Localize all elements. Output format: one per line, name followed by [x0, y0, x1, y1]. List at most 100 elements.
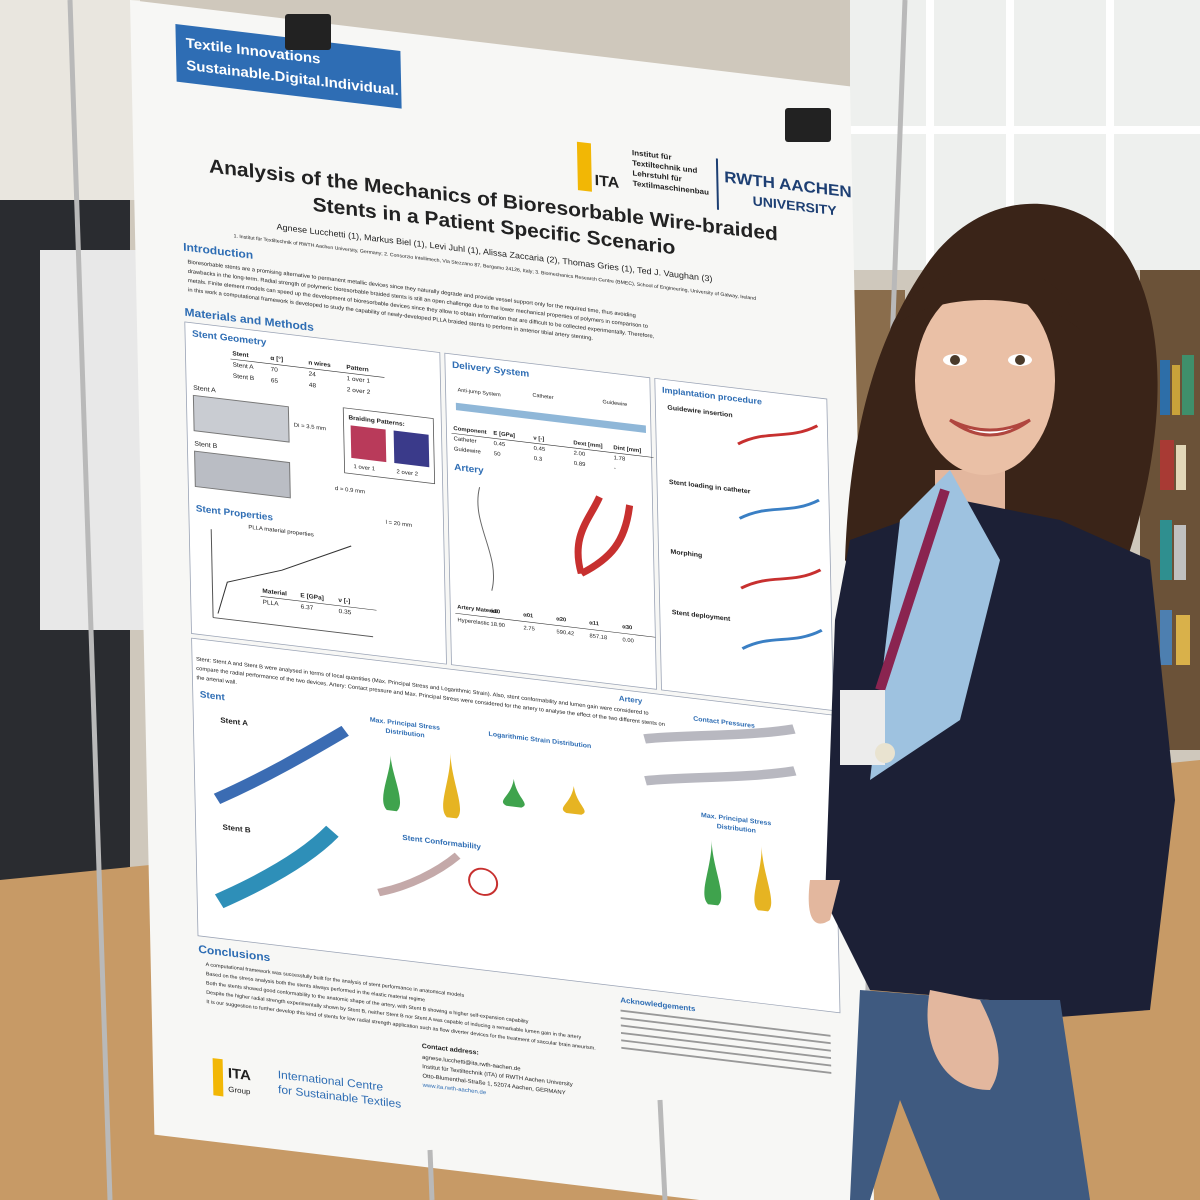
table-header: ν [-]: [338, 597, 350, 605]
ita-logo: ITA: [595, 172, 620, 191]
table-cell: Stent B: [233, 373, 254, 382]
table-header: E [GPa]: [300, 592, 324, 602]
table-cell: 70: [271, 366, 279, 374]
button: [875, 743, 895, 763]
books: [1160, 355, 1194, 665]
pattern-2: [393, 430, 430, 468]
pattern-1: [350, 425, 387, 463]
plot-axis: [210, 529, 214, 618]
table-header: Stent: [232, 350, 249, 359]
pattern-label: 2 over 2: [396, 469, 418, 477]
artery-wire: [477, 487, 494, 591]
table-header: α [°]: [270, 354, 283, 363]
ack-text-line: [620, 1009, 831, 1037]
step-image: [737, 424, 819, 446]
table-cell: 857.18: [589, 633, 607, 641]
table-cell: 1.78: [614, 455, 626, 462]
catheter-image: [455, 402, 647, 433]
box-heading: Artery: [454, 462, 484, 476]
table-cell: 0.89: [574, 461, 586, 468]
artery-contact-b: [644, 766, 797, 786]
shirt: [870, 470, 1000, 780]
artery-contact-a: [643, 724, 796, 744]
stent-label: Stent B: [194, 441, 218, 451]
table-header: E [GPa]: [493, 431, 515, 439]
jeans: [850, 990, 1090, 1200]
table-rule: [455, 612, 656, 638]
table-rule: [230, 358, 385, 378]
dimension: Di = 3.5 mm: [294, 423, 327, 433]
violin-e: [704, 839, 722, 906]
table-cell: 2.75: [523, 625, 534, 632]
delivery-box: [444, 352, 657, 690]
table-cell: 24: [309, 371, 317, 379]
table-header: Pattern: [346, 364, 369, 373]
table-cell: 590.42: [556, 629, 574, 637]
table-header: Dint [mm]: [613, 445, 641, 454]
stent-a-result: [213, 725, 349, 805]
artery-model: [574, 495, 634, 577]
table-cell: 1 over 1: [347, 375, 371, 385]
table-cell: 48: [309, 382, 317, 390]
plot-title: Distribution: [385, 728, 424, 739]
footer-logo-mark: [212, 1058, 224, 1097]
stent-label: Stent A: [220, 716, 248, 728]
table-cell: Hyperelastic: [457, 618, 489, 628]
stent-b-result: [214, 825, 339, 909]
table-header: α01: [523, 612, 533, 619]
logo-divider: [715, 158, 720, 210]
stent-a-image: [192, 394, 290, 443]
poster: Textile InnovationsSustainable.Digital.I…: [130, 0, 875, 1200]
table-header: Dext [mm]: [573, 440, 602, 449]
device-label: Guidewire: [602, 399, 627, 408]
plot-axis: [213, 617, 374, 638]
step-image: [738, 498, 820, 520]
table-header: Component: [453, 426, 486, 436]
table-cell: 18.90: [490, 622, 505, 629]
pattern-label: 1 over 1: [353, 464, 375, 472]
ack-text-line: [620, 1024, 831, 1052]
ack-text-line: [620, 1017, 831, 1045]
table-rule: [451, 432, 654, 458]
violin-d: [562, 786, 585, 815]
table-cell: 6.37: [301, 604, 314, 612]
ita-logo-mark: [576, 141, 592, 192]
table-rule: [260, 596, 377, 611]
table-cell: 2 over 2: [347, 386, 371, 396]
hand: [927, 990, 999, 1090]
table-header: α20: [556, 616, 566, 623]
plot-title: Distribution: [717, 823, 756, 834]
table-cell: Catheter: [454, 436, 477, 445]
table-cell: PLLA: [263, 599, 280, 608]
footer-logo-sub: Group: [228, 1085, 250, 1096]
table-cell: 65: [271, 377, 279, 385]
ack-text-line: [621, 1046, 832, 1074]
table-header: Artery Material: [457, 605, 498, 616]
banner: [175, 24, 402, 109]
dimension: l = 20 mm: [386, 520, 413, 529]
step-image: [741, 629, 823, 650]
hair-top: [890, 266, 1080, 330]
table-cell: 0.45: [494, 441, 506, 448]
device-label: Anti-jump System: [458, 387, 502, 398]
table-header: ν [-]: [533, 436, 544, 443]
ack-text-line: [621, 1039, 832, 1067]
stent-label: Stent A: [193, 385, 216, 394]
step-heading: Morphing: [670, 549, 702, 560]
lanyard: [875, 488, 950, 692]
violin-c: [502, 778, 525, 808]
smile: [949, 418, 1031, 437]
table-header: Material: [262, 588, 287, 598]
violin-a: [383, 754, 401, 812]
table-cell: 2.00: [574, 451, 586, 458]
hand-left: [808, 880, 840, 924]
violin-b: [443, 752, 461, 819]
step-image: [740, 568, 822, 590]
table-cell: 0.35: [339, 608, 352, 616]
person: [808, 203, 1175, 1200]
table-cell: 0.3: [534, 456, 542, 463]
box-heading: Artery: [619, 694, 643, 706]
table-cell: Stent A: [233, 362, 255, 371]
footer-logo: ITA: [228, 1066, 252, 1084]
